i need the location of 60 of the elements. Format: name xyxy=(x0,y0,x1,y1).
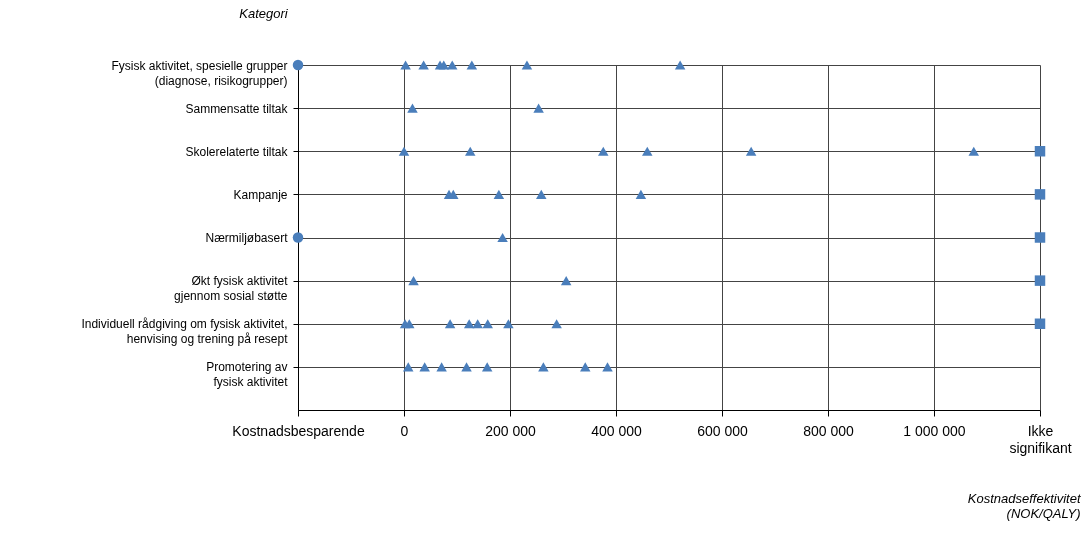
point xyxy=(745,146,757,156)
point xyxy=(503,319,514,329)
y-tick-label: Skolerelaterte tiltak xyxy=(185,144,289,159)
point xyxy=(292,59,304,71)
point xyxy=(497,232,508,243)
point xyxy=(968,146,979,156)
point xyxy=(1034,232,1046,243)
point xyxy=(444,319,456,329)
point xyxy=(398,146,410,156)
point xyxy=(461,362,472,372)
point xyxy=(533,103,544,113)
point xyxy=(674,60,686,70)
point xyxy=(408,276,419,286)
x-tick-label: 200 000 xyxy=(485,422,537,439)
point xyxy=(521,60,533,70)
y-tick-label: Individuell rådgiving om fysisk aktivitet, henvising og trening på resept xyxy=(81,317,289,347)
x-tick-label: Kostnadsbesparende xyxy=(232,422,365,439)
x-tick-label: 800 000 xyxy=(803,422,855,439)
y-tick-label: Sammensatte tiltak xyxy=(185,101,289,116)
point xyxy=(292,232,304,243)
point xyxy=(418,60,429,70)
point xyxy=(466,60,478,70)
point xyxy=(403,362,414,372)
point xyxy=(482,319,493,329)
y-tick-label: Økt fysisk aktivitet gjennom sosial støtte xyxy=(174,274,289,304)
point xyxy=(481,362,493,372)
point xyxy=(438,60,449,70)
point xyxy=(1034,318,1046,329)
y-tick-label: Promotering av fysisk aktivitet xyxy=(206,360,289,390)
point xyxy=(598,146,609,156)
point xyxy=(1034,146,1046,157)
point xyxy=(446,60,458,70)
point xyxy=(580,362,591,372)
y-tick-label: Kampanje xyxy=(233,187,288,202)
point xyxy=(536,189,547,199)
point xyxy=(493,189,505,199)
point xyxy=(400,60,411,70)
x-tick-label: 600 000 xyxy=(697,422,749,439)
x-tick-label: 400 000 xyxy=(591,422,643,439)
point xyxy=(635,189,647,199)
point xyxy=(465,146,476,156)
x-axis-title: Kostnadseffektivitet (NOK/QALY) xyxy=(967,490,1082,521)
y-axis-title: Kategori xyxy=(239,5,289,21)
x-tick-label: 1 000 000 xyxy=(903,422,966,439)
point xyxy=(642,146,653,156)
y-tick-label: Fysisk aktivitet, spesielle grupper (diagnose, risikogrupper) xyxy=(111,58,288,88)
point xyxy=(602,362,613,372)
point xyxy=(560,276,572,286)
y-tick-label: Nærmiljøbasert xyxy=(205,231,289,245)
point xyxy=(472,319,483,329)
point xyxy=(407,103,418,113)
point xyxy=(551,319,562,329)
point xyxy=(1034,189,1046,200)
point xyxy=(463,319,475,329)
x-tick-label: 0 xyxy=(400,422,409,439)
point xyxy=(538,362,549,372)
point xyxy=(436,362,447,372)
point xyxy=(404,319,415,329)
point xyxy=(1034,275,1046,286)
x-tick-label: Ikke signifikant xyxy=(1009,422,1072,456)
